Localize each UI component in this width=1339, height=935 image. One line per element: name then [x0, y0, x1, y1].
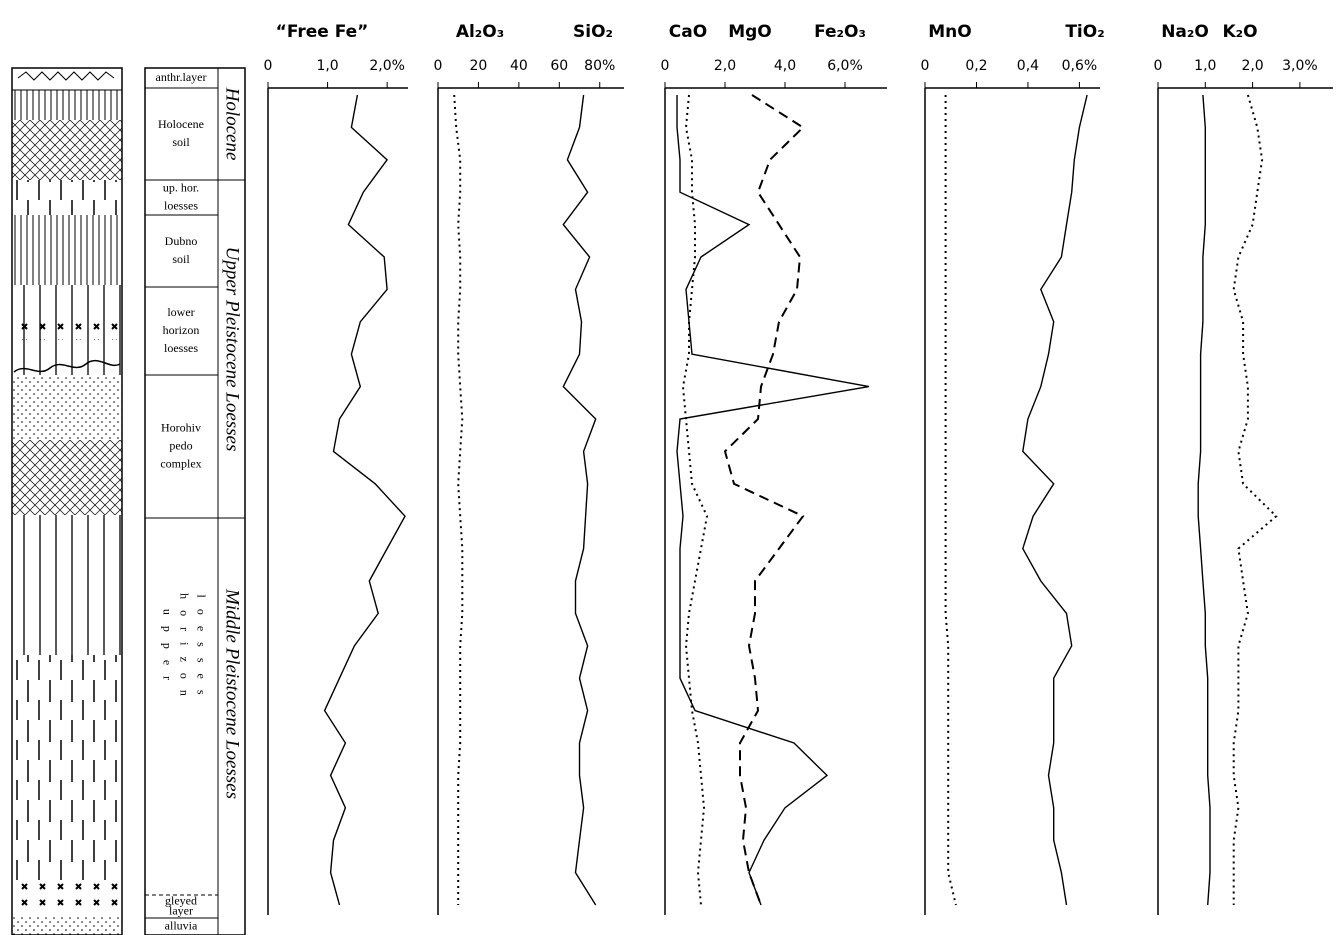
x-tick-label: 0 — [921, 58, 930, 74]
x-tick-label: 40 — [510, 58, 528, 74]
series-header: K₂O — [1222, 22, 1257, 42]
profile-line — [563, 95, 595, 905]
profile-line — [683, 95, 707, 905]
series-header: Al₂O₃ — [456, 22, 504, 42]
x-tick-label: 2,0% — [369, 58, 405, 74]
unit-label: lower — [167, 305, 194, 319]
x-tick-label: 1,0 — [316, 58, 338, 74]
epoch-label: Middle Pleistocene Loesses — [222, 588, 243, 799]
unit-label: Horohiv — [161, 420, 201, 434]
unit-label: soil — [172, 252, 190, 266]
series-header: Fe₂O₃ — [814, 22, 866, 42]
profile-line — [1023, 95, 1087, 905]
x-tick-label: 0,2 — [965, 58, 987, 74]
x-tick-label: 80% — [584, 58, 615, 74]
unit-label: alluvia — [165, 918, 198, 932]
x-tick-label: 3,0% — [1282, 58, 1318, 74]
unit-label: anthr.layer — [156, 70, 207, 84]
profile-line — [1234, 95, 1277, 905]
unit-label: horizon — [163, 323, 200, 337]
lithology-column — [12, 68, 122, 935]
unit-label: complex — [160, 456, 201, 470]
x-tick-label: 0 — [661, 58, 670, 74]
x-tick-label: 0 — [1154, 58, 1163, 74]
x-tick-label: 0 — [264, 58, 273, 74]
epoch-label: Holocene — [222, 87, 243, 161]
unit-label: pedo — [169, 438, 192, 452]
unit-label: h o r i z o n — [177, 593, 191, 700]
profile-line — [325, 95, 405, 905]
profile-line — [454, 95, 462, 905]
x-tick-label: 2,0 — [1241, 58, 1263, 74]
unit-label: u p p e r — [160, 609, 174, 684]
profile-line — [946, 95, 956, 905]
unit-label: layer — [169, 903, 193, 917]
unit-label: l o e s s e s — [194, 595, 208, 699]
x-tick-label: 60 — [550, 58, 568, 74]
unit-label: loesses — [164, 341, 198, 355]
unit-label: soil — [172, 135, 190, 149]
x-tick-label: 0 — [434, 58, 443, 74]
series-header: Na₂O — [1161, 22, 1209, 42]
x-tick-label: 6,0% — [827, 58, 863, 74]
x-tick-label: 2,0 — [714, 58, 736, 74]
series-header: “Free Fe” — [276, 22, 369, 42]
unit-label: loesses — [164, 198, 198, 212]
figure: anthr.layer Holocene soil up. hor. loesses Du… — [0, 0, 1339, 935]
series-header: MnO — [928, 22, 971, 42]
unit-label: Dubno — [165, 234, 198, 248]
profile-line — [725, 95, 803, 905]
x-tick-label: 20 — [470, 58, 488, 74]
unit-label: Holocene — [158, 117, 204, 131]
epoch-label: Upper Pleistocene Loesses — [222, 247, 243, 452]
series-header: TiO₂ — [1065, 22, 1104, 42]
x-tick-label: 0,6% — [1062, 58, 1098, 74]
series-header: MgO — [728, 22, 772, 42]
x-tick-label: 1,0 — [1194, 58, 1216, 74]
series-header: CaO — [669, 22, 707, 42]
series-header: SiO₂ — [573, 22, 613, 42]
profile-line — [1198, 95, 1210, 905]
x-tick-label: 4,0 — [774, 58, 796, 74]
x-tick-label: 0,4 — [1017, 58, 1039, 74]
unit-label: up. hor. — [163, 180, 199, 194]
